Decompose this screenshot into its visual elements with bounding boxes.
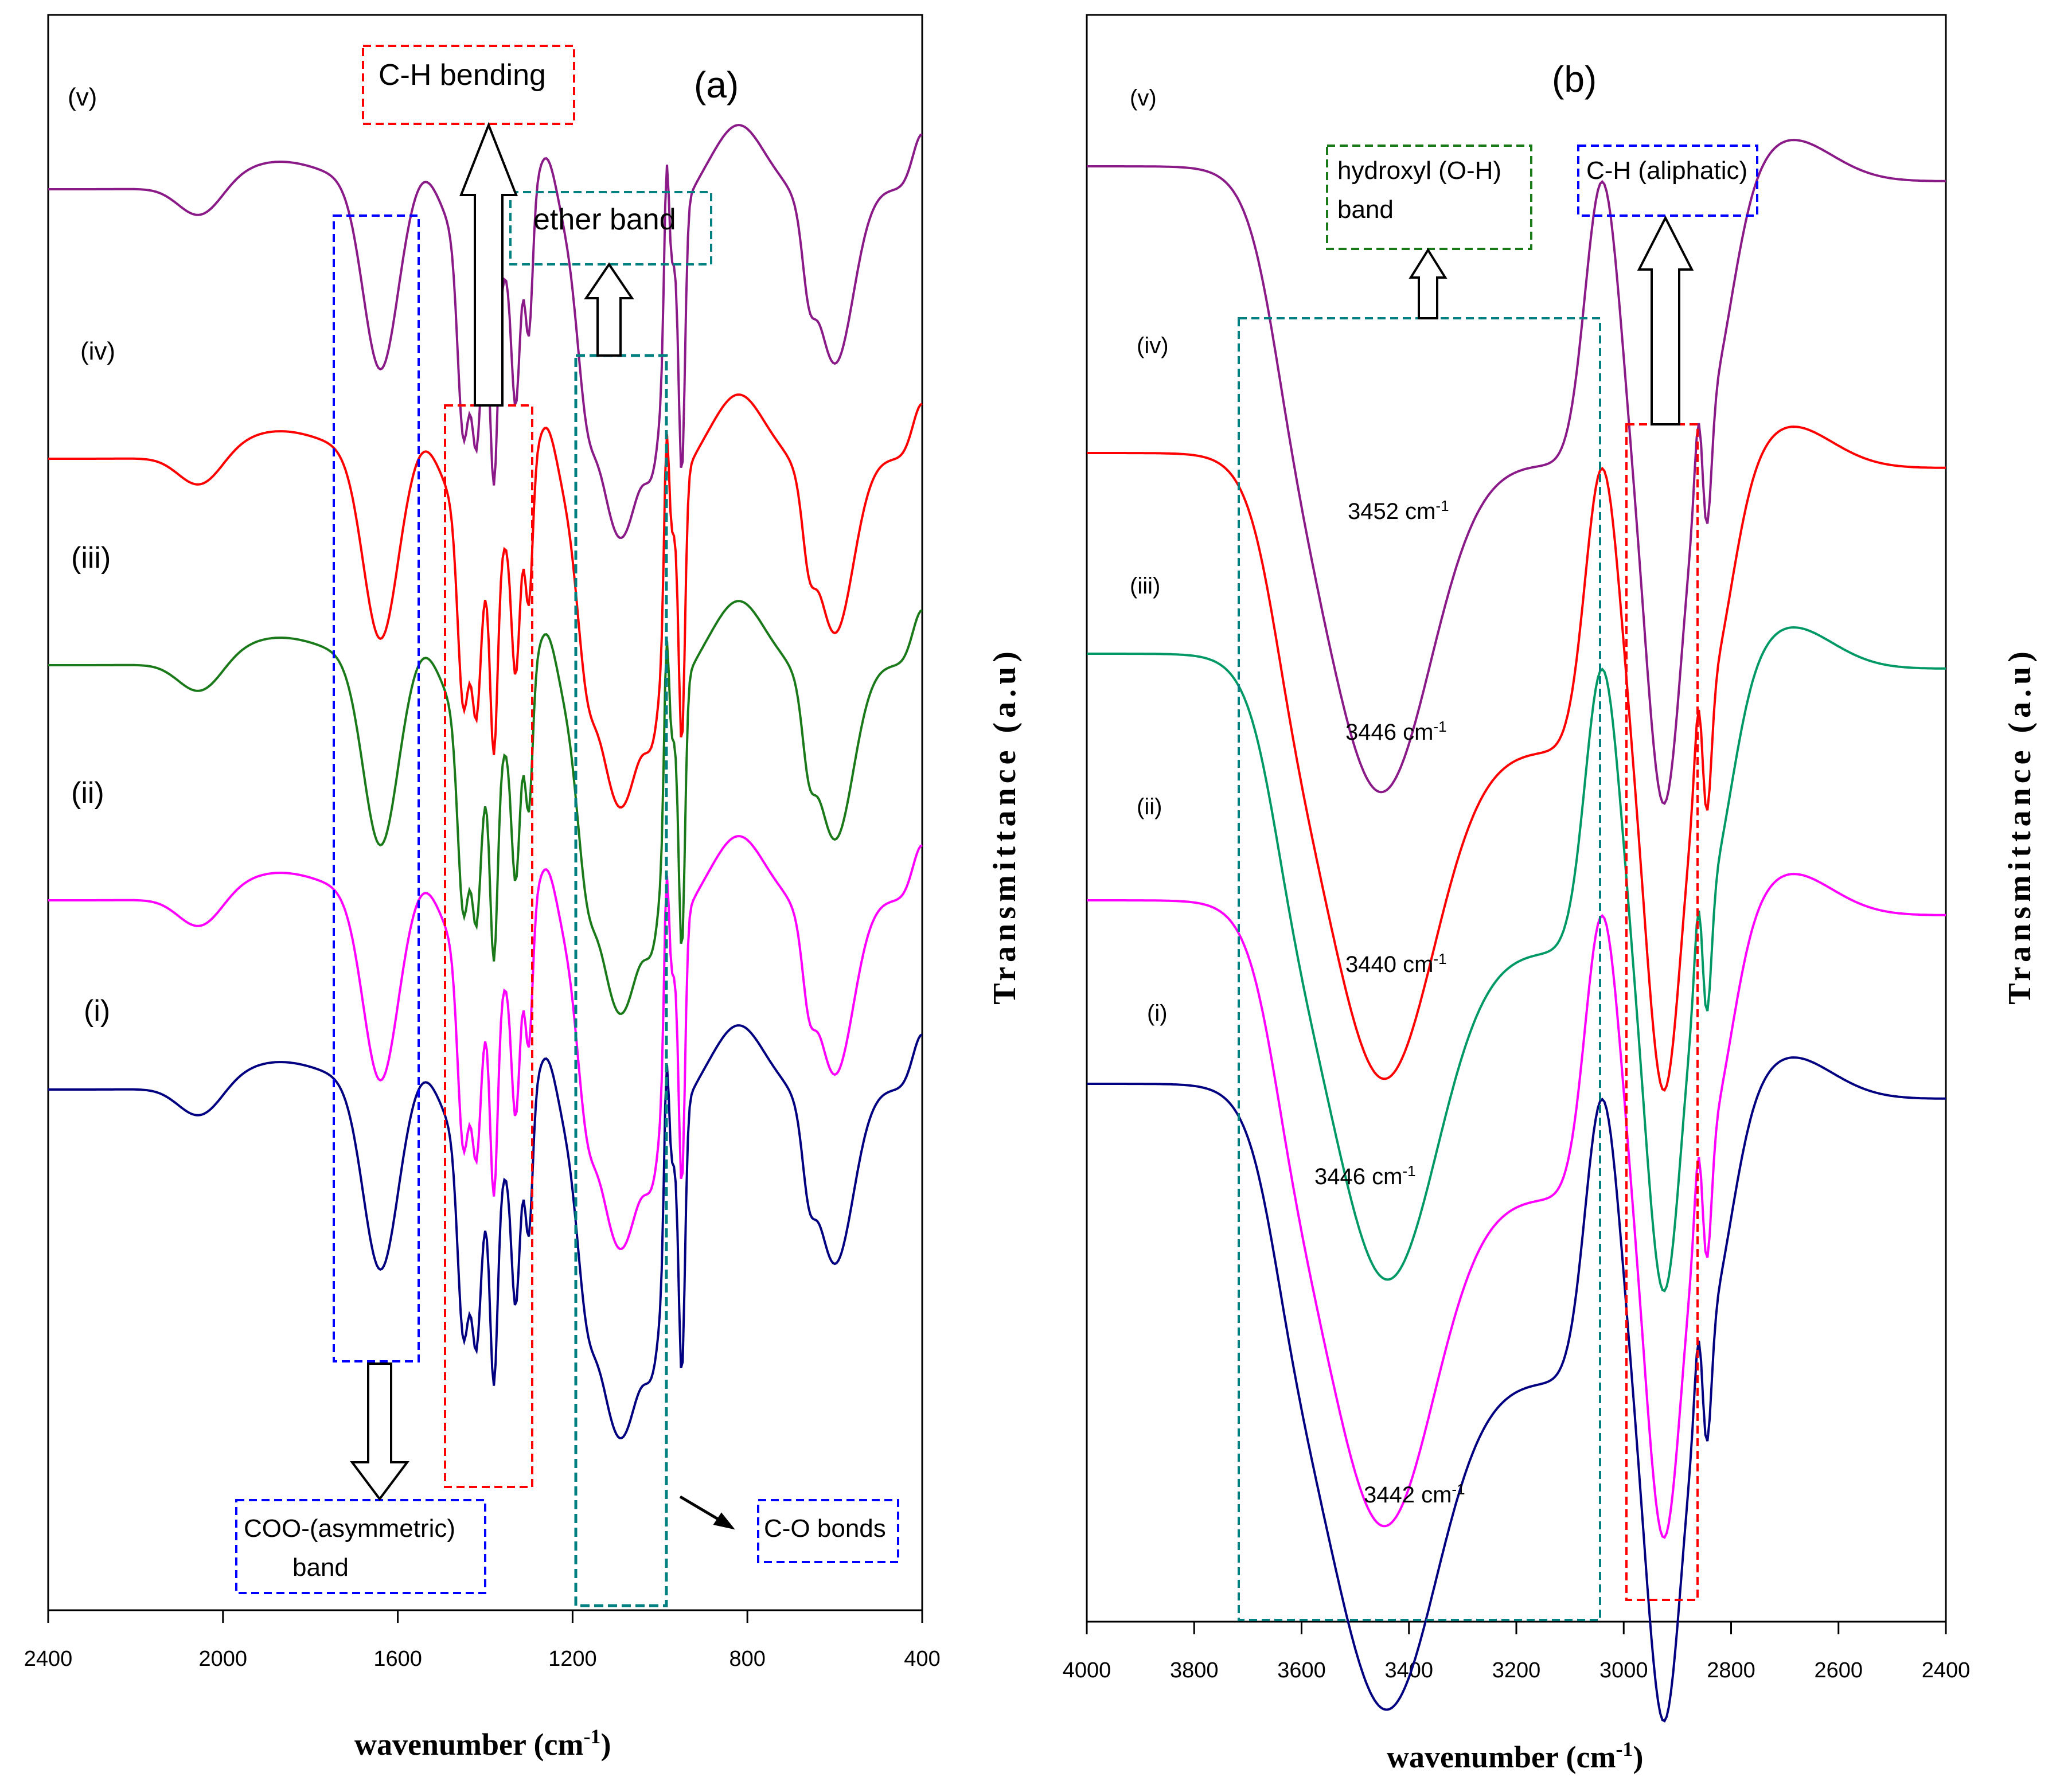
panel-b-xlabel-base: wavenumber (cm [1387,1740,1616,1774]
a-tick-label-2400: 2400 [24,1647,73,1671]
co-bonds-label-box [757,1499,899,1563]
b-tick-label-2800: 2800 [1707,1658,1755,1682]
panel-b-ticks: 4000 3800 3600 3400 3200 3000 2800 2600 2400 [1063,1622,1971,1682]
panel-a-ticks: 2400 2000 1600 1200 800 400 [24,1610,941,1671]
panel-a-frame [47,14,923,1611]
b-tick-label-2600: 2600 [1814,1658,1863,1682]
panel-a-xlabel-sup: -1 [583,1725,600,1748]
a-label-iii: (iii) [71,541,111,575]
b-peak-sup-iv: -1 [1433,718,1446,735]
panel-b-ylabel: Transmittance (a.u) [2002,647,2038,1005]
b-curve-4 [1087,1056,1946,1723]
panel-a-title: (a) [694,64,739,106]
b-peak-num-iv: 3446 cm [1345,720,1433,745]
panel-b-frame [1086,14,1947,1623]
b-tick-label-3600: 3600 [1277,1658,1326,1682]
b-curve-0 [1087,139,1946,805]
b-label-i: (i) [1147,1001,1168,1026]
hydroxyl-label-line2: band [1337,196,1394,224]
b-peak-num-i: 3442 cm [1364,1482,1452,1508]
b-tick-label-3000: 3000 [1599,1658,1648,1682]
ch-bending-arrow [459,122,518,407]
panel-b-xlabel-sup: -1 [1616,1738,1633,1760]
a-curve-4 [48,1024,923,1439]
b-label-iii: (iii) [1130,573,1160,599]
ether-band-label: ether band [533,203,676,236]
ch-bending-region-box [444,404,533,1488]
coo-label-line2: band [292,1553,349,1582]
b-peak-sup-ii: -1 [1402,1162,1415,1180]
panel-b-xlabel-close: ) [1633,1740,1643,1774]
panel-b-title: (b) [1552,58,1597,100]
panel-b-curves [1087,139,1946,1723]
b-peak-label-i: 3442 cm-1 [1364,1481,1465,1508]
a-tick-label-400: 400 [904,1647,940,1671]
b-peak-label-iv: 3446 cm-1 [1345,718,1447,745]
a-label-iv: (iv) [80,337,115,365]
a-curve-1 [48,393,923,809]
panel-a-xlabel-close: ) [600,1727,611,1762]
coo-arrow [350,1362,409,1501]
a-label-ii: (ii) [71,776,104,810]
co-bonds-arrow-head [713,1512,735,1530]
a-tick-label-2000: 2000 [199,1647,248,1671]
b-curve-1 [1087,425,1946,1092]
ch-aliphatic-label: C-H (aliphatic) [1586,157,1747,185]
ch-bending-label: C-H bending [379,58,546,92]
b-peak-label-v: 3452 cm-1 [1348,497,1449,524]
coo-label-box [235,1499,486,1594]
ch-bending-label-box [362,45,575,125]
a-curve-2 [48,600,923,1015]
panel-a-ylabel: Transmittance (a.u) [987,647,1023,1005]
panel-b: 4000 3800 3600 3400 3200 3000 2800 2600 2400 hyd… [1063,14,2038,1774]
ether-band-arrow [584,262,634,357]
a-label-v: (v) [68,83,97,111]
ch-aliphatic-arrow [1637,215,1694,425]
b-peak-num-ii: 3446 cm [1314,1164,1402,1189]
co-bonds-arrow-line [679,1495,725,1524]
a-tick-label-1600: 1600 [373,1647,422,1671]
ether-region-box [574,354,668,1607]
b-label-iv: (iv) [1137,333,1169,358]
ether-band-label-box [509,191,712,266]
hydroxyl-label-line1: hydroxyl (O-H) [1337,157,1501,185]
b-peak-label-ii: 3446 cm-1 [1314,1162,1416,1189]
a-label-i: (i) [84,994,110,1028]
hydroxyl-arrow [1409,248,1448,319]
panel-b-xlabel: wavenumber (cm-1) [1387,1738,1643,1774]
b-label-v: (v) [1130,85,1157,111]
b-tick-label-2400: 2400 [1922,1658,1971,1682]
b-label-ii: (ii) [1137,794,1162,819]
coo-region-box [333,214,420,1362]
b-peak-label-iii: 3440 cm-1 [1345,950,1447,977]
a-curve-3 [48,835,923,1250]
b-tick-label-3800: 3800 [1170,1658,1219,1682]
b-curve-3 [1087,873,1946,1539]
b-peak-num-v: 3452 cm [1348,499,1435,524]
a-tick-label-1200: 1200 [548,1647,597,1671]
coo-label-line1: COO-(asymmetric) [244,1514,455,1543]
b-peak-sup-iii: -1 [1433,950,1446,967]
b-peak-sup-i: -1 [1452,1481,1465,1498]
hydroxyl-label-box [1326,145,1532,250]
a-tick-label-800: 800 [729,1647,765,1671]
co-bonds-label: C-O bonds [764,1514,886,1543]
panel-a-curves [48,124,923,1439]
panel-a-xlabel-base: wavenumber (cm [354,1727,583,1762]
ch-aliphatic-region-box [1625,423,1699,1601]
panel-a-xlabel: wavenumber (cm-1) [354,1725,611,1762]
b-peak-sup-v: -1 [1435,497,1449,514]
b-curve-2 [1087,626,1946,1293]
panel-a: 2400 2000 1600 1200 800 400 C-H bending ether… [24,14,1023,1762]
b-tick-label-4000: 4000 [1063,1658,1111,1682]
b-peak-num-iii: 3440 cm [1345,952,1433,977]
ch-aliphatic-label-box [1577,145,1758,217]
b-tick-label-3200: 3200 [1492,1658,1541,1682]
